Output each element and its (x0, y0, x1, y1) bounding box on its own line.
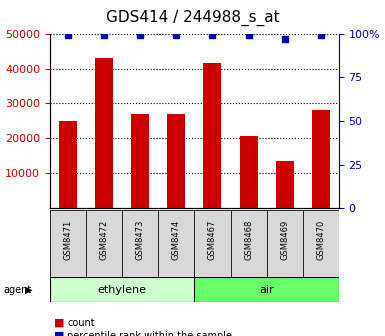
Text: ethylene: ethylene (98, 285, 147, 295)
Point (173, 33, 179, 38)
Text: GSM8470: GSM8470 (316, 220, 325, 260)
Text: GDS414 / 244988_s_at: GDS414 / 244988_s_at (106, 10, 279, 26)
Text: ■: ■ (54, 318, 64, 328)
Bar (276, 161, 294, 208)
FancyBboxPatch shape (50, 277, 194, 302)
Point (318, 33, 324, 38)
Point (101, 33, 107, 38)
Text: agent: agent (4, 285, 32, 295)
Bar (131, 114, 149, 208)
Bar (203, 63, 221, 208)
FancyBboxPatch shape (122, 210, 158, 277)
FancyBboxPatch shape (86, 210, 122, 277)
Bar (239, 136, 258, 208)
Text: GSM8471: GSM8471 (64, 220, 73, 260)
FancyBboxPatch shape (194, 210, 231, 277)
Text: GSM8474: GSM8474 (172, 220, 181, 260)
Text: GSM8473: GSM8473 (136, 220, 145, 260)
Text: GSM8468: GSM8468 (244, 220, 253, 260)
Bar (312, 111, 330, 208)
Text: GSM8467: GSM8467 (208, 220, 217, 260)
Point (281, 36, 288, 42)
Text: ▶: ▶ (25, 285, 32, 295)
Bar (59, 121, 77, 208)
Text: air: air (259, 285, 274, 295)
Text: ■: ■ (54, 331, 64, 336)
Bar (95, 58, 113, 208)
Text: GSM8472: GSM8472 (100, 220, 109, 260)
FancyBboxPatch shape (194, 277, 339, 302)
Point (65, 33, 71, 38)
Point (137, 33, 143, 38)
FancyBboxPatch shape (158, 210, 194, 277)
FancyBboxPatch shape (50, 210, 86, 277)
FancyBboxPatch shape (266, 210, 303, 277)
Point (246, 33, 252, 38)
Text: GSM8469: GSM8469 (280, 220, 289, 260)
FancyBboxPatch shape (231, 210, 266, 277)
Point (209, 33, 216, 38)
Bar (167, 114, 186, 208)
Text: count: count (67, 318, 95, 328)
Text: percentile rank within the sample: percentile rank within the sample (67, 331, 233, 336)
FancyBboxPatch shape (303, 210, 339, 277)
